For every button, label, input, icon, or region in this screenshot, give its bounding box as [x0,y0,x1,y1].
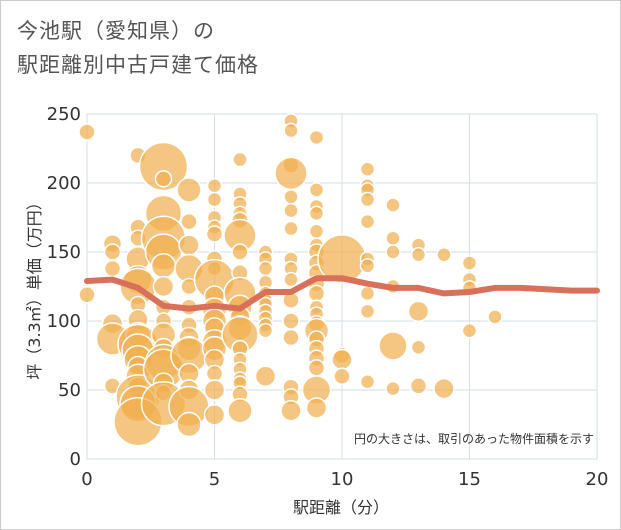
bubble-point [203,404,226,426]
bubble-point [205,225,224,243]
chart-title-line2: 駅距離別中古戸建て価格 [17,53,259,77]
bubble-point [283,220,299,237]
bubble-point [487,309,503,325]
bubble-point [385,230,401,246]
bubble-point [308,205,325,222]
bubble-point [283,271,299,288]
x-tick-labels: 0 5 10 15 20 [81,469,608,490]
bubble-point [231,243,249,261]
bubble-point [407,300,430,323]
bubble-point [103,243,122,261]
x-tick-label: 15 [458,469,481,490]
bubble-point [205,364,224,383]
bubble-point [307,284,326,303]
bubble-point [359,191,376,208]
bubble-point [410,247,427,263]
y-axis-title: 坪（3.3㎡）単価（万円） [25,194,44,379]
bubble-point [308,129,325,146]
trend-line [84,275,600,312]
bubble-point [282,328,300,347]
chart-title: 今池駅（愛知県）の 駅距離別中古戸建て価格 [17,14,259,82]
bubble-point [305,397,328,419]
bubble-point [433,377,455,400]
bubble-point [385,380,401,397]
bubble-point [176,177,202,203]
bubble-point [78,123,96,141]
bubble-point [78,286,96,304]
bubble-point [307,359,326,377]
x-tick-label: 20 [586,469,609,490]
bubble-series [78,113,503,447]
bubble-point [359,303,376,320]
bubble-point [283,122,299,139]
bubble-size-note: 円の大きさは、取引のあった物件面積を示す [354,431,594,446]
bubble-point [385,244,401,260]
bubble-point [436,247,452,263]
y-tick-label: 150 [47,242,81,263]
bubble-point [152,275,175,298]
y-tick-label: 250 [47,104,81,125]
x-tick-label: 0 [81,469,92,490]
bubble-point [154,170,173,188]
bubble-point [257,260,274,277]
y-tick-label: 200 [47,173,81,194]
bubble-point [257,322,274,339]
bubble-point [359,285,376,302]
y-tick-labels: 0 50 100 150 200 250 [47,104,81,470]
bubble-point [203,379,226,401]
bubble-point [206,178,223,194]
x-tick-label: 5 [209,469,220,490]
y-tick-label: 100 [47,311,81,332]
gridlines [86,113,598,460]
bubble-point [254,365,277,387]
bubble-point [280,399,302,422]
bubble-point [232,151,248,168]
bubble-point [461,322,478,339]
bubble-point [103,259,122,278]
bubble-point [331,348,353,371]
bubble-point [178,234,200,256]
bubble-point [461,255,478,271]
x-tick-label: 10 [331,469,354,490]
bubble-point [409,377,428,395]
bubble-point [138,141,189,192]
bubble-point [282,312,300,330]
bubble-point [359,373,376,390]
bubble-point [359,213,376,230]
bubble-point [378,331,408,361]
bubble-point [333,367,351,385]
bubble-point [274,156,308,191]
bubble-point [150,253,177,279]
bubble-point [227,397,253,424]
bubble-point [283,189,299,205]
y-tick-label: 50 [58,380,81,401]
bubble-point [283,202,299,219]
x-axis-title: 駅距離（分） [293,498,389,517]
y-tick-label: 0 [70,449,81,470]
bubble-point [410,339,427,355]
bubble-point [308,182,325,198]
bubble-point [206,191,223,208]
bubble-point [385,197,401,213]
bubble-point [359,258,376,274]
bubble-point [176,411,202,438]
chart-title-line1: 今池駅（愛知県）の [17,19,215,43]
bubble-point [180,212,198,231]
bubble-point [308,223,325,240]
bubble-point [359,161,376,177]
